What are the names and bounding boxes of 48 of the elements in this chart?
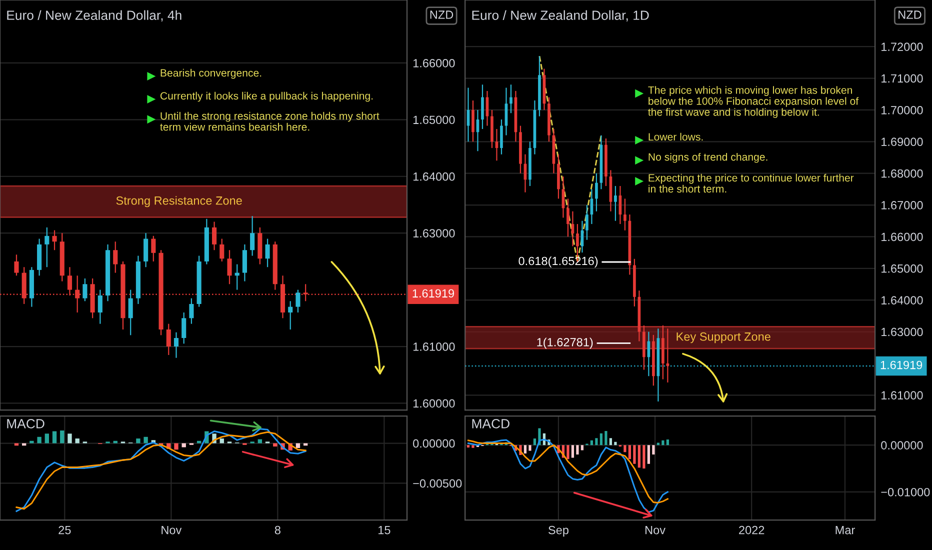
x-tick-label: 25 <box>58 526 71 534</box>
y-tick-label: 1.63000 <box>413 229 455 238</box>
annotation: Until the strong resistance zone holds my short term view remains bearish here. <box>160 112 380 131</box>
chart-title: MACD <box>7 419 44 428</box>
y-tick-label: 1.70000 <box>882 106 923 114</box>
x-tick-label: Mar <box>836 526 855 534</box>
y-tick-label: 1.64000 <box>882 296 923 304</box>
y-tick-label: 1.69000 <box>882 138 923 146</box>
y-tick-label: −0.01000 <box>881 488 930 496</box>
text: NZD <box>898 10 922 19</box>
y-tick-label: 1.64000 <box>413 172 455 181</box>
annotation: The price which is moving lower has broken below the 100% Fibonacci expansion level of the first wave and is holding below it. <box>648 86 859 118</box>
y-tick-label: 1.66000 <box>413 58 455 68</box>
y-tick-label: 1.72000 <box>882 42 923 51</box>
y-tick-label: 1.65000 <box>882 264 923 273</box>
y-tick-label: 1.65000 <box>413 116 455 124</box>
y-tick-label: 1.63000 <box>882 328 923 336</box>
text: NZD <box>430 10 454 19</box>
annotation: 0.618(1.65216) <box>518 256 598 268</box>
y-tick-label: 0.00000 <box>881 441 923 450</box>
ref-line-label: 1.61919 <box>412 289 454 298</box>
annotation: 1(1.62781) <box>537 338 593 349</box>
y-tick-label: 1.60000 <box>413 399 455 408</box>
y-tick-label: 1.68000 <box>882 169 923 178</box>
annotation: No signs of trend change. <box>648 152 768 163</box>
x-tick-label: Sep <box>548 526 568 537</box>
band-label: Strong Resistance Zone <box>116 196 242 208</box>
band-label: Key Support Zone <box>676 332 770 344</box>
x-tick-label: Nov <box>645 526 666 534</box>
y-tick-label: 1.66000 <box>882 232 923 242</box>
x-tick-label: Nov <box>162 526 182 534</box>
annotation: Expecting the price to continue lower further in the short term. <box>648 174 854 193</box>
y-tick-label: 1.61000 <box>882 391 923 400</box>
x-tick-label: 2022 <box>739 526 764 534</box>
y-tick-label: 1.71000 <box>882 74 923 83</box>
text: Euro / New Zealand Dollar, 1D <box>472 10 649 22</box>
annotation: Currently it looks like a pullback is happening. <box>160 92 373 102</box>
text: Euro / New Zealand Dollar, 4h <box>7 10 182 22</box>
x-tick-label: 15 <box>378 526 390 534</box>
x-tick-label: 8 <box>274 526 280 534</box>
y-tick-label: 1.67000 <box>882 201 923 210</box>
y-tick-label: 1.61000 <box>413 342 455 351</box>
annotation: Bearish convergence. <box>160 68 262 79</box>
y-tick-label: −0.00500 <box>413 479 462 488</box>
chart-title: MACD <box>472 419 510 428</box>
ref-line-label: 1.61919 <box>880 360 922 370</box>
annotation: Lower lows. <box>648 132 703 141</box>
y-tick-label: 0.00000 <box>413 439 455 448</box>
